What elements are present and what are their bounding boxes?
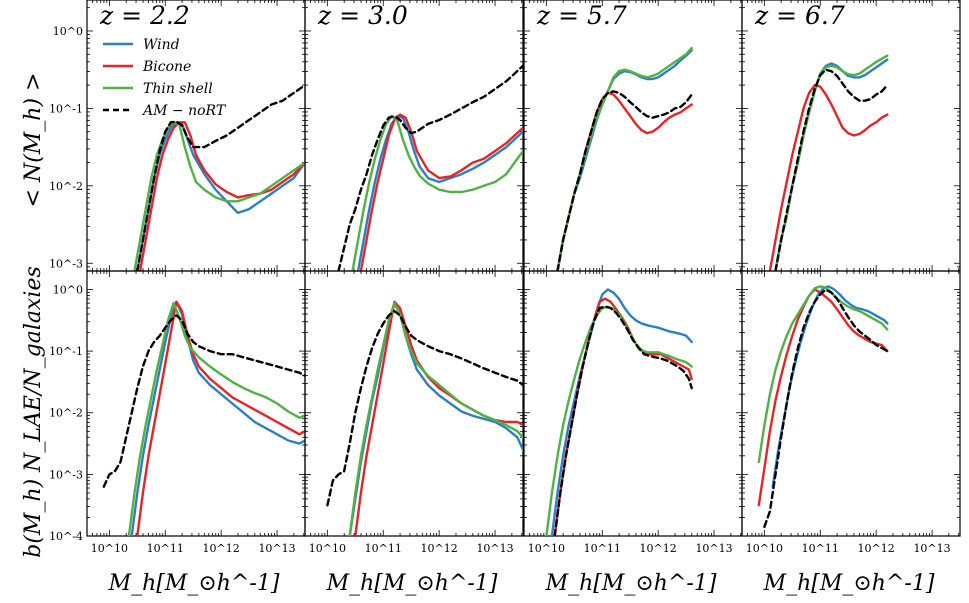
panel-top-3: [523, 0, 743, 272]
series-line-amnort: [136, 83, 305, 271]
series-group: [133, 83, 305, 271]
panel-frame: [523, 0, 743, 272]
x-axis-label-4: M_h[M_⊙h^-1]: [763, 571, 935, 596]
series-line-thinshell: [757, 285, 889, 464]
series-line-bicone: [768, 83, 889, 271]
panel-bottom-2: 10^10 10^11 10^12 10^13: [304, 270, 524, 555]
legend-label-wind: Wind: [143, 37, 180, 53]
series-line-bicone: [354, 300, 523, 536]
series-group: [545, 288, 693, 536]
series-line-amnort: [556, 90, 693, 271]
x-axis-label-1: M_h[M_⊙h^-1]: [108, 571, 280, 596]
series-line-bicone: [136, 300, 305, 536]
panel-top-4: [741, 0, 961, 272]
x-tick-label: 10^13: [476, 542, 513, 555]
y-tick-label: 10^-1: [49, 345, 83, 358]
panel-bottom-3: 10^10 10^11 10^12 10^13: [523, 270, 743, 555]
series-line-thinshell: [774, 54, 889, 271]
series-line-bicone: [359, 113, 523, 271]
series-group: [768, 54, 889, 271]
series-line-bicone: [757, 288, 889, 507]
labels-group: < N(M_h) > b(M_h) N_LAE/N_galaxies M_h[M…: [21, 1, 935, 596]
series-line-amnort: [337, 64, 523, 271]
y-tick-label: 10^-3: [49, 257, 83, 270]
legend-label-bicone: Bicone: [142, 59, 191, 75]
panel-title-3: z = 5.7: [536, 1, 627, 30]
series-line-amnort: [326, 309, 523, 507]
x-tick-label: 10^10: [528, 542, 565, 555]
x-tick-label: 10^11: [365, 542, 402, 555]
series-line-wind: [556, 49, 693, 271]
series-line-thinshell: [127, 301, 305, 536]
series-line-thinshell: [351, 114, 523, 271]
x-tick-label: 10^13: [695, 542, 732, 555]
x-tick-label: 10^13: [913, 542, 950, 555]
panel-top-2: [304, 0, 524, 272]
series-line-wind: [550, 288, 693, 536]
top-row-ylabel: < N(M_h) >: [21, 73, 46, 208]
panel-frame: [304, 0, 524, 272]
series-line-thinshell: [348, 301, 523, 536]
y-tick-label: 10^-1: [49, 102, 83, 115]
panel-title-1: z = 2.2: [99, 1, 190, 30]
y-tick-label: 10^-2: [49, 407, 83, 420]
series-line-thinshell: [133, 121, 305, 271]
legend-label-amnort: AM − noRT: [141, 103, 227, 119]
x-tick-label: 10^11: [802, 542, 839, 555]
series-line-thinshell: [545, 305, 693, 536]
x-tick-label: 10^12: [858, 542, 895, 555]
panel-frame: [86, 270, 306, 537]
series-line-wind: [356, 114, 523, 271]
series-line-amnort: [763, 288, 889, 528]
series-line-wind: [136, 121, 305, 271]
series-group: [757, 285, 889, 528]
x-axis-label-3: M_h[M_⊙h^-1]: [545, 571, 717, 596]
panel-frame: [304, 270, 524, 537]
x-tick-label: 10^11: [147, 542, 184, 555]
series-group: [337, 64, 523, 271]
x-tick-label: 10^13: [258, 542, 295, 555]
x-tick-label: 10^12: [203, 542, 240, 555]
bottom-row-ylabel: b(M_h) N_LAE/N_galaxies: [21, 266, 46, 558]
y-tick-label: 10^0: [53, 283, 83, 296]
series-group: [326, 300, 523, 536]
series-line-amnort: [774, 68, 889, 271]
legend: Wind Bicone Thin shell AM − noRT: [103, 37, 227, 119]
y-tick-label: 10^-4: [49, 530, 83, 543]
series-line-wind: [130, 300, 305, 536]
series-line-amnort: [102, 314, 305, 488]
panels-group: 10^010^-110^-210^-310^10 10^11 10^12 10^131…: [49, 0, 961, 555]
legend-label-thinshell: Thin shell: [143, 81, 213, 97]
panel-frame: [741, 270, 961, 537]
panel-title-4: z = 6.7: [754, 1, 845, 30]
series-line-thinshell: [556, 46, 693, 271]
x-tick-label: 10^12: [421, 542, 458, 555]
series-line-bicone: [553, 297, 693, 536]
series-group: [102, 300, 305, 536]
x-axis-label-2: M_h[M_⊙h^-1]: [326, 571, 498, 596]
series-group: [556, 46, 693, 271]
x-tick-label: 10^10: [91, 542, 128, 555]
x-tick-label: 10^10: [309, 542, 346, 555]
panel-bottom-1: 10^10 10^11 10^12 10^13 10^0 10^-1 10^-2 10^-3 1…: [49, 270, 306, 555]
series-line-bicone: [138, 121, 305, 271]
panel-bottom-4: 10^10 10^11 10^12 10^13: [741, 270, 961, 555]
series-line-amnort: [553, 305, 693, 536]
y-tick-label: 10^-3: [49, 468, 83, 481]
x-tick-label: 10^11: [584, 542, 621, 555]
panel-top-1: 10^0 10^-1 10^-2 10^-3: [49, 0, 306, 272]
x-tick-label: 10^10: [746, 542, 783, 555]
x-tick-label: 10^12: [640, 542, 677, 555]
series-line-wind: [774, 58, 889, 271]
y-tick-label: 10^0: [53, 25, 83, 38]
y-tick-label: 10^-2: [49, 180, 83, 193]
panel-title-2: z = 3.0: [317, 1, 408, 30]
panel-frame: [86, 0, 306, 272]
